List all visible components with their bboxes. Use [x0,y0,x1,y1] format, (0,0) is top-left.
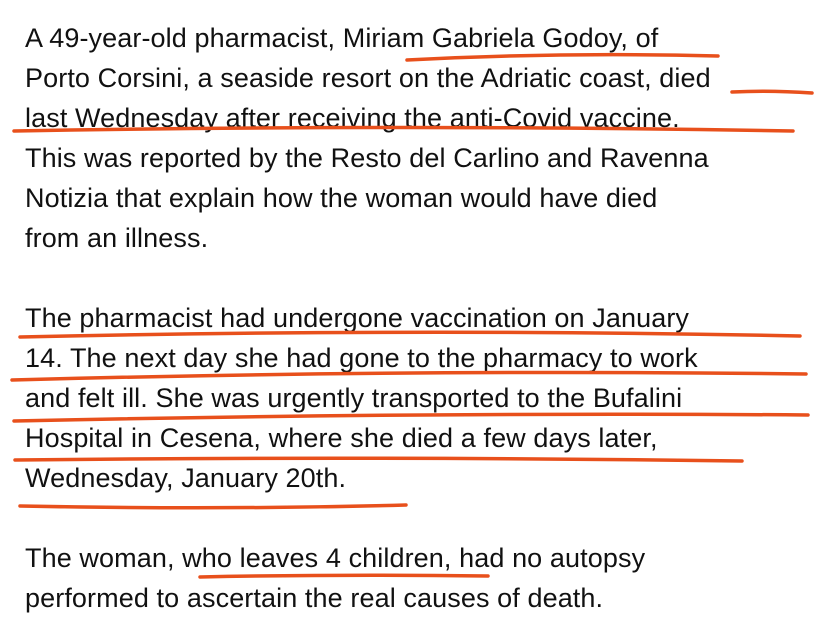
paragraph-1-line-2: Porto Corsini, a seaside resort on the A… [25,63,711,93]
paragraph-3-line-2: performed to ascertain the real causes o… [25,583,604,613]
paragraph-1-line-6: from an illness. [25,223,209,253]
paragraph-1-line-4: This was reported by the Resto del Carli… [25,143,709,173]
paragraph-1-line-5: Notizia that explain how the woman would… [25,183,658,213]
paragraph-2-line-4: Hospital in Cesena, where she died a few… [25,423,658,453]
paragraph-2-line-5: Wednesday, January 20th. [25,463,347,493]
paragraph-1-line-1: A 49-year-old pharmacist, Miriam Gabriel… [25,23,659,53]
paragraph-2-line-3: and felt ill. She was urgently transport… [25,383,683,413]
paragraph-1-line-3: last Wednesday after receiving the anti-… [25,103,680,133]
underline-p2-line-5 [18,503,408,510]
paragraph-3-line-1: The woman, who leaves 4 children, had no… [25,543,646,573]
paragraph-2-line-1: The pharmacist had undergone vaccination… [25,303,690,333]
underline-died [730,89,814,95]
paragraph-2-line-2: 14. The next day she had gone to the pha… [25,343,698,373]
